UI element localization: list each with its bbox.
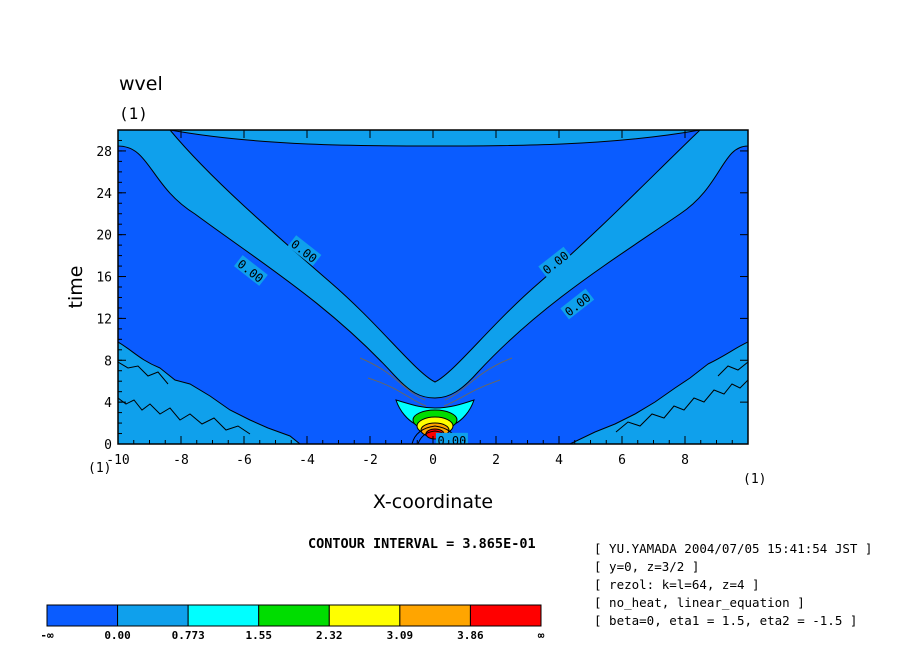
colorbar-swatch bbox=[187, 604, 260, 627]
info-parameters-line: [ beta=0, eta1 = 1.5, eta2 = -1.5 ] bbox=[594, 613, 858, 628]
x-tick-label: -10 bbox=[106, 453, 129, 468]
colorbar-swatch bbox=[399, 604, 471, 627]
x-index-left: (1) bbox=[88, 461, 111, 476]
contour-label-bg bbox=[435, 432, 468, 444]
y-axis-label: time bbox=[65, 266, 87, 309]
y-tick-label: 24 bbox=[96, 187, 112, 202]
x-tick-label: -2 bbox=[362, 453, 378, 468]
colorbar-label: 0.773 bbox=[172, 629, 205, 642]
colorbar-label: 1.55 bbox=[245, 629, 272, 642]
x-tick-label: 6 bbox=[618, 453, 626, 468]
x-axis-label: X-coordinate bbox=[373, 491, 493, 513]
inner-contour-lines bbox=[359, 357, 513, 407]
contour-interval: CONTOUR INTERVAL = 3.865E-01 bbox=[308, 536, 536, 552]
left-noise-fill bbox=[118, 341, 301, 444]
right-noise-contours bbox=[615, 361, 748, 433]
info-equation-line: [ no_heat, linear_equation ] bbox=[594, 595, 805, 610]
x-tick-label: -8 bbox=[173, 453, 189, 468]
colorbar-label: ∞ bbox=[538, 629, 545, 642]
contour-label-bg bbox=[233, 255, 268, 286]
x-index-right: (1) bbox=[743, 472, 766, 487]
y-tick-label: 16 bbox=[96, 271, 112, 286]
chart-title: wvel bbox=[119, 73, 163, 95]
info-position-line: [ y=0, z=3/2 ] bbox=[594, 559, 700, 574]
colorbar-label: -∞ bbox=[40, 629, 54, 642]
y-tick-label: 0 bbox=[104, 438, 112, 453]
x-tick-label: -4 bbox=[299, 453, 315, 468]
contour-label-bg bbox=[287, 235, 322, 266]
contour-label-bg bbox=[538, 246, 573, 278]
top-arc-fill bbox=[169, 130, 701, 147]
left-noise-contours bbox=[118, 361, 251, 435]
y-tick-label: 12 bbox=[96, 312, 112, 327]
plot-area: 0.000.00 0.000.000.00 bbox=[118, 130, 748, 448]
v-band-fill bbox=[118, 130, 748, 399]
x-axis: -10 -8 -6 -4 -2 0 2 4 6 8 bbox=[106, 130, 749, 468]
y-axis: 0 4 8 12 16 20 24 28 bbox=[96, 129, 748, 453]
colorbar-swatch bbox=[258, 604, 330, 627]
colorbar-label: 2.32 bbox=[316, 629, 343, 642]
y-tick-label: 8 bbox=[104, 354, 112, 369]
x-tick-label: 0 bbox=[429, 453, 437, 468]
colorbar-swatch bbox=[46, 604, 119, 627]
x-tick-label: -6 bbox=[236, 453, 252, 468]
info-author-line: [ YU.YAMADA 2004/07/05 15:41:54 JST ] bbox=[594, 541, 873, 556]
colorbar: -∞ 0.00 0.773 1.55 2.32 3.09 3.86 ∞ bbox=[40, 604, 545, 642]
y-tick-label: 4 bbox=[104, 396, 112, 411]
colorbar-swatch bbox=[328, 604, 401, 627]
info-resolution-line: [ rezol: k=l=64, z=4 ] bbox=[594, 577, 760, 592]
contour-label: 0.00 bbox=[437, 434, 466, 448]
colorbar-swatch bbox=[469, 604, 542, 627]
colorbar-swatch bbox=[117, 604, 189, 627]
y-tick-label: 20 bbox=[96, 229, 112, 244]
colorbar-label: 3.09 bbox=[387, 629, 414, 642]
x-tick-label: 4 bbox=[555, 453, 563, 468]
chart-title-index: (1) bbox=[119, 104, 148, 123]
colorbar-label: 3.86 bbox=[457, 629, 484, 642]
x-tick-label: 2 bbox=[492, 453, 500, 468]
right-noise-fill bbox=[569, 341, 748, 444]
contour-label-bg bbox=[560, 288, 595, 320]
y-tick-label: 28 bbox=[96, 145, 112, 160]
x-tick-label: 8 bbox=[681, 453, 689, 468]
colorbar-label: 0.00 bbox=[104, 629, 131, 642]
